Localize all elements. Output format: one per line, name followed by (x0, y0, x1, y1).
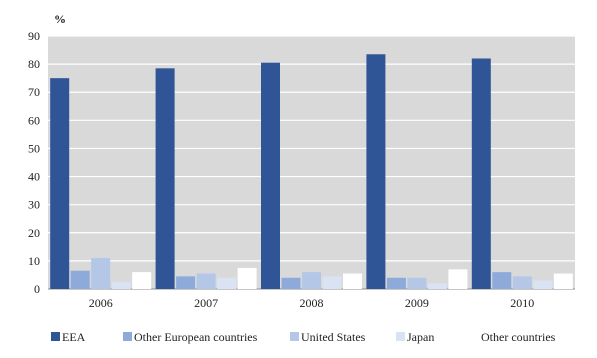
bar-other-countries-2010 (553, 273, 573, 289)
bar-other-countries-2008 (343, 273, 362, 289)
bar-united-states-2006 (91, 258, 111, 289)
bar-other-countries-2007 (237, 267, 257, 289)
bar-other-countries-2009 (448, 269, 468, 289)
x-tick-label: 2010 (510, 296, 534, 310)
y-tick-label: 20 (28, 226, 40, 240)
bar-other-european-countries-2009 (386, 277, 406, 289)
legend-label-eea: EEA (62, 330, 86, 344)
legend-swatch-other-countries (469, 331, 480, 342)
bar-eea-2010 (471, 58, 491, 289)
bar-other-european-countries-2008 (281, 277, 301, 289)
x-tick-label: 2009 (405, 296, 429, 310)
bar-eea-2007 (155, 68, 175, 289)
y-tick-label: 80 (28, 57, 40, 71)
legend-label-other-countries: Other countries (481, 330, 556, 344)
x-tick-label: 2006 (89, 296, 113, 310)
y-tick-label: 10 (28, 254, 40, 268)
legend-swatch-japan (396, 332, 405, 341)
y-tick-label: 50 (28, 141, 40, 155)
legend-swatch-united-states (290, 332, 299, 341)
legend-swatch-other-european-countries (123, 332, 132, 341)
y-tick-label: 90 (28, 29, 40, 43)
y-tick-label: 40 (28, 170, 40, 184)
bar-eea-2008 (261, 62, 280, 290)
plot-area (48, 36, 575, 289)
bar-japan-2009 (427, 283, 447, 289)
bar-other-european-countries-2007 (176, 276, 196, 289)
y-tick-label: 60 (28, 113, 40, 127)
bar-other-european-countries-2006 (70, 270, 90, 289)
x-tick-label: 2008 (300, 296, 324, 310)
bar-japan-2007 (217, 277, 237, 289)
x-tick-label: 2007 (194, 296, 218, 310)
bar-united-states-2008 (302, 272, 321, 289)
bar-eea-2006 (50, 78, 70, 290)
bar-united-states-2009 (407, 277, 427, 289)
y-tick-label: 70 (28, 85, 40, 99)
y-tick-label: 0 (34, 282, 40, 296)
y-tick-label: 30 (28, 198, 40, 212)
bar-japan-2006 (111, 281, 131, 289)
legend-label-japan: Japan (407, 330, 434, 344)
legend-swatch-eea (51, 332, 60, 341)
bar-other-countries-2006 (132, 272, 152, 289)
legend-label-other-european-countries: Other European countries (134, 330, 258, 344)
y-unit-label: % (54, 12, 66, 26)
bar-japan-2010 (533, 280, 553, 289)
legend-label-united-states: United States (301, 330, 366, 344)
bar-united-states-2010 (512, 276, 532, 289)
bar-other-european-countries-2010 (492, 272, 512, 289)
bar-united-states-2007 (196, 273, 216, 289)
bar-japan-2008 (322, 276, 342, 289)
bar-eea-2009 (366, 54, 386, 290)
